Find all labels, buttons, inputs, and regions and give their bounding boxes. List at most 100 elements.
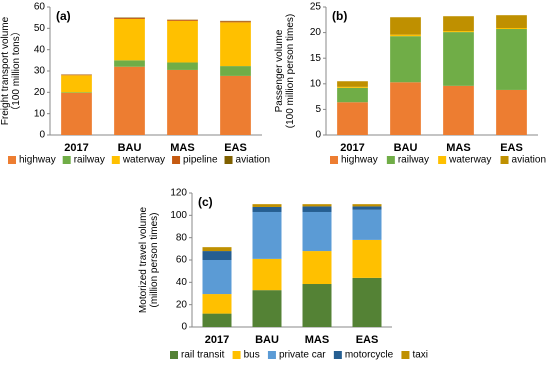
bar-segment bbox=[61, 92, 92, 135]
legend-swatch bbox=[267, 351, 276, 359]
legend-item: railway bbox=[62, 155, 105, 166]
bar-segment bbox=[443, 85, 474, 135]
legend-label: bus bbox=[244, 350, 260, 361]
y-axis-title: Freight transport volume（100 million ton… bbox=[0, 16, 22, 125]
legend-item: waterway bbox=[111, 155, 165, 166]
legend-label: private car bbox=[279, 350, 326, 361]
bar-segment bbox=[252, 204, 282, 207]
y-tick-label: 5 bbox=[315, 104, 321, 115]
bar-segment bbox=[167, 20, 198, 63]
bar-segment bbox=[496, 89, 527, 135]
bar-segment bbox=[252, 290, 282, 327]
bar-segment bbox=[202, 251, 232, 260]
legend-item: pipeline bbox=[172, 155, 218, 166]
legend-item: rail transit bbox=[170, 350, 225, 361]
y-tick-label: 30 bbox=[34, 66, 46, 77]
panel-label: (b) bbox=[332, 9, 347, 23]
x-tick-label: MAS bbox=[305, 334, 329, 346]
bar-segment bbox=[390, 34, 421, 37]
legend-swatch bbox=[386, 156, 395, 164]
bar-segment bbox=[167, 62, 198, 70]
y-axis-title-line: (100 million person times) bbox=[285, 14, 296, 129]
x-tick-label: EAS bbox=[500, 142, 523, 154]
legend-label: pipeline bbox=[183, 155, 218, 166]
legend-label: railway bbox=[398, 155, 429, 166]
y-tick-label: 120 bbox=[170, 188, 187, 199]
bar-segment bbox=[443, 32, 474, 86]
legend-swatch bbox=[330, 156, 338, 164]
legend-label: highway bbox=[341, 155, 378, 166]
y-tick-label: 60 bbox=[176, 255, 188, 266]
x-tick-label: EAS bbox=[224, 142, 247, 154]
legend-swatch bbox=[62, 156, 71, 164]
bar-segment bbox=[167, 19, 198, 21]
bar-segment bbox=[302, 284, 332, 327]
bar-segment bbox=[496, 29, 527, 90]
y-tick-label: 60 bbox=[34, 2, 46, 13]
bar-segment bbox=[302, 211, 332, 252]
bar-segment bbox=[252, 211, 282, 259]
bar-segment bbox=[61, 75, 92, 93]
bar-segment bbox=[252, 258, 282, 291]
bar-segment bbox=[61, 92, 92, 93]
bar-segment bbox=[390, 36, 421, 83]
bar-segment bbox=[390, 17, 421, 35]
bar-segment bbox=[337, 102, 368, 135]
bar-segment bbox=[114, 60, 145, 67]
legend-swatch bbox=[232, 351, 241, 359]
legend-item: aviation bbox=[224, 155, 270, 166]
bar-segment bbox=[252, 206, 282, 212]
bar-segment bbox=[352, 277, 382, 327]
y-tick-label: 0 bbox=[315, 130, 321, 141]
legend-swatch bbox=[172, 156, 181, 164]
x-tick-label: MAS bbox=[446, 142, 470, 154]
legend-swatch bbox=[170, 351, 178, 359]
y-tick-label: 0 bbox=[39, 130, 45, 141]
x-tick-label: 2017 bbox=[64, 142, 88, 154]
bar-segment bbox=[114, 17, 145, 19]
legend-swatch bbox=[401, 351, 410, 359]
panel-label: (a) bbox=[56, 9, 71, 23]
y-tick-label: 40 bbox=[34, 44, 46, 55]
bar-segment bbox=[443, 16, 474, 32]
bar-segment bbox=[114, 66, 145, 135]
legend-item: motorcycle bbox=[333, 350, 394, 361]
y-axis-title: Motorized travel volume(million person t… bbox=[138, 206, 160, 313]
y-tick-label: 15 bbox=[310, 53, 322, 64]
legend-label: aviation bbox=[512, 155, 546, 166]
y-axis-title-line: Freight transport volume bbox=[0, 16, 11, 125]
bar-segment bbox=[220, 21, 251, 23]
legend-label: railway bbox=[74, 155, 105, 166]
bar-segment bbox=[337, 86, 368, 88]
bar-segment bbox=[352, 206, 382, 210]
bar-segment bbox=[302, 206, 332, 212]
bar-segment bbox=[496, 27, 527, 30]
y-axis-title-line: Motorized travel volume bbox=[138, 206, 149, 313]
x-tick-label: MAS bbox=[170, 142, 194, 154]
bar-segment bbox=[202, 247, 232, 252]
legend-label: waterway bbox=[122, 155, 165, 166]
bar-segment bbox=[337, 81, 368, 87]
legend-swatch bbox=[438, 156, 447, 164]
x-tick-label: BAU bbox=[118, 142, 142, 154]
y-axis-title-line: (million person times) bbox=[149, 212, 160, 307]
bar-segment bbox=[220, 22, 251, 67]
bar-segment bbox=[302, 251, 332, 285]
legend-label: aviation bbox=[236, 155, 270, 166]
y-tick-label: 25 bbox=[310, 2, 322, 13]
x-tick-label: 2017 bbox=[205, 334, 229, 346]
bar-segment bbox=[337, 87, 368, 103]
legend-swatch bbox=[111, 156, 120, 164]
y-axis-title-line: Passenger volume bbox=[274, 29, 285, 112]
bar-segment bbox=[352, 239, 382, 278]
y-tick-label: 50 bbox=[34, 23, 46, 34]
bar-segment bbox=[202, 313, 232, 327]
panel-label: (c) bbox=[198, 195, 213, 209]
y-tick-label: 20 bbox=[34, 87, 46, 98]
legend-item: private car bbox=[267, 350, 326, 361]
legend-label: rail transit bbox=[181, 350, 225, 361]
legend-item: taxi bbox=[401, 350, 428, 361]
bar-segment bbox=[352, 209, 382, 240]
bar-segment bbox=[114, 18, 145, 61]
bar-segment bbox=[61, 74, 92, 76]
